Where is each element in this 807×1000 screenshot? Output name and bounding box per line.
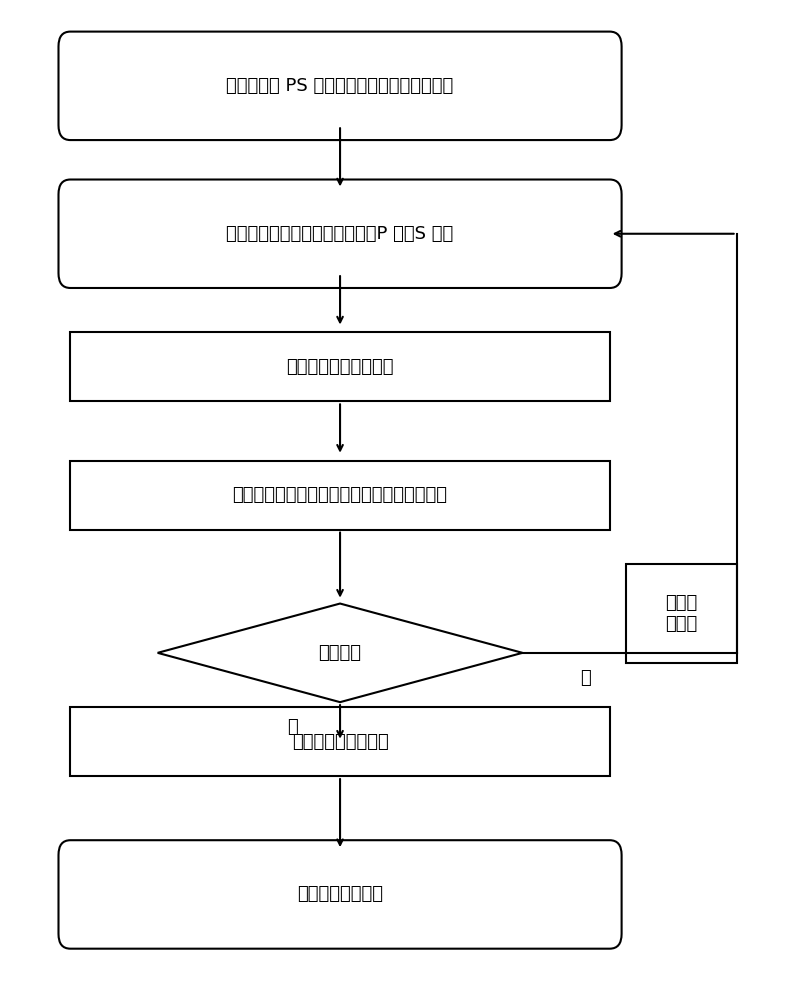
Text: 求解所述联合层析方程，得到震源位置更新量: 求解所述联合层析方程，得到震源位置更新量: [232, 486, 448, 504]
Text: 否: 否: [580, 669, 592, 687]
FancyBboxPatch shape: [58, 180, 621, 288]
FancyBboxPatch shape: [58, 840, 621, 949]
Text: 建立井地联合定位方程: 建立井地联合定位方程: [286, 358, 394, 376]
FancyBboxPatch shape: [70, 332, 610, 401]
Text: 是: 是: [287, 718, 298, 736]
Text: 更新震
源位置: 更新震 源位置: [665, 594, 697, 633]
FancyBboxPatch shape: [625, 564, 737, 663]
Text: 输出微地震震源位置: 输出微地震震源位置: [291, 733, 388, 751]
FancyBboxPatch shape: [70, 707, 610, 776]
Text: 终止条件: 终止条件: [319, 644, 362, 662]
Text: 计算震源到检波器的理论走时（P 波、S 波）: 计算震源到检波器的理论走时（P 波、S 波）: [227, 225, 454, 243]
FancyBboxPatch shape: [58, 32, 621, 140]
Text: 输入拾取的 PS 波走时、速度模型和初始参数: 输入拾取的 PS 波走时、速度模型和初始参数: [227, 77, 454, 95]
Text: 计算震源发震时刻: 计算震源发震时刻: [297, 885, 383, 903]
Polygon shape: [157, 604, 522, 702]
FancyBboxPatch shape: [70, 461, 610, 530]
